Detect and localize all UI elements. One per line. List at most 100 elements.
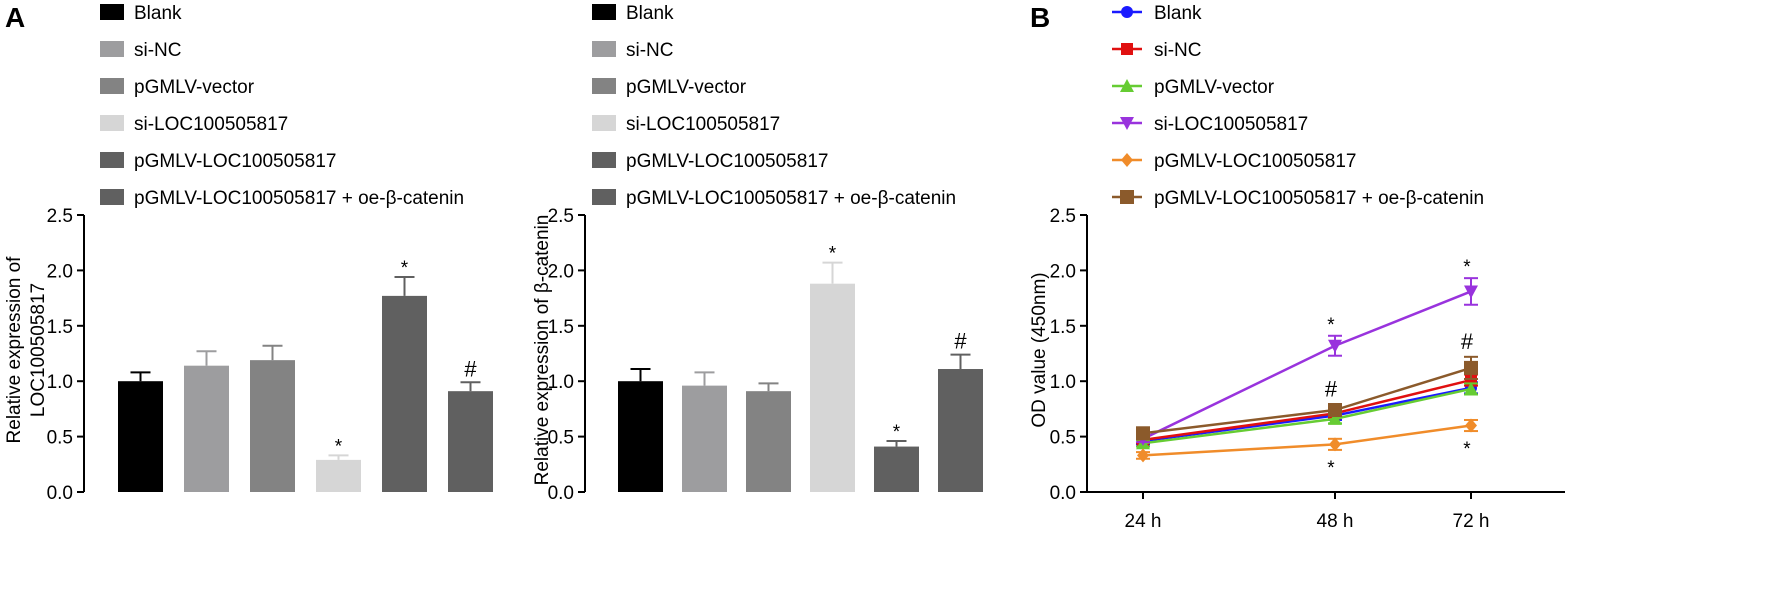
y-tick-label: 2.0 xyxy=(47,261,73,282)
y-tick-label: 0.5 xyxy=(1050,428,1076,449)
y-tick-label: 1.5 xyxy=(47,317,73,338)
y-axis-label: Relative expression of β-catenin xyxy=(532,215,553,486)
legend-label: Blank xyxy=(1154,3,1202,24)
bar xyxy=(682,385,727,492)
y-axis-label: Relative expression of xyxy=(4,256,25,444)
legend-label: si-LOC100505817 xyxy=(134,114,288,135)
y-tick-label: 2.0 xyxy=(1050,261,1076,282)
legend-swatch xyxy=(592,4,616,20)
legend-label: si-NC xyxy=(1154,40,1202,61)
significance-mark: # xyxy=(1325,376,1338,401)
legend-swatch xyxy=(592,115,616,131)
series-4 xyxy=(1136,418,1478,463)
legend-marker xyxy=(1121,153,1133,167)
legend-marker xyxy=(1121,43,1133,55)
significance-mark: * xyxy=(1463,257,1471,278)
legend-label: pGMLV-LOC100505817 xyxy=(1154,151,1356,172)
significance-mark: * xyxy=(893,422,901,443)
bar xyxy=(746,391,791,492)
data-point xyxy=(1464,381,1478,395)
legend-label: Blank xyxy=(134,3,182,24)
legend-label: pGMLV-vector xyxy=(134,77,255,98)
legend-marker xyxy=(1120,79,1134,92)
bar-chart-2: Blank si-NC pGMLV-vector si-LOC100505817 pGM… xyxy=(532,3,983,504)
legend-swatch xyxy=(100,41,124,57)
significance-mark: * xyxy=(1463,439,1471,460)
legend-swatch xyxy=(100,152,124,168)
bar xyxy=(448,391,493,492)
legend-label: pGMLV-LOC100505817 xyxy=(134,151,336,172)
legend-swatch xyxy=(100,189,124,205)
legend-swatch xyxy=(592,78,616,94)
y-tick-label: 2.5 xyxy=(47,206,73,227)
series-3 xyxy=(1136,277,1478,446)
significance-mark: * xyxy=(401,258,409,279)
y-tick-label: 1.0 xyxy=(47,372,73,393)
y-tick-label: 2.0 xyxy=(548,261,574,282)
y-tick-label: 0.5 xyxy=(548,428,574,449)
panel-label-a: A xyxy=(5,2,25,33)
legend-swatch xyxy=(100,115,124,131)
legend-swatch xyxy=(592,41,616,57)
significance-mark: * xyxy=(1327,458,1335,479)
bar xyxy=(382,295,427,492)
legend-label: si-NC xyxy=(626,40,674,61)
legend-label: pGMLV-LOC100505817 + oe-β-catenin xyxy=(626,188,956,209)
legend-swatch xyxy=(100,78,124,94)
data-point xyxy=(1465,418,1477,433)
legend-label: pGMLV-LOC100505817 xyxy=(626,151,828,172)
legend-label: pGMLV-LOC100505817 + oe-β-catenin xyxy=(1154,188,1484,209)
y-tick-label: 0.0 xyxy=(1050,483,1076,504)
legend-label: si-NC xyxy=(134,40,182,61)
bar xyxy=(938,369,983,492)
series-5 xyxy=(1136,355,1478,441)
legend-marker xyxy=(1120,117,1134,130)
bar xyxy=(316,459,361,492)
significance-mark: # xyxy=(954,329,967,354)
legend-label: pGMLV-vector xyxy=(626,77,747,98)
bar xyxy=(118,381,163,492)
data-point xyxy=(1464,285,1478,299)
bar-chart-1: Blank si-NC pGMLV-vector si-LOC100505817 pGM… xyxy=(4,3,493,504)
bar xyxy=(874,446,919,492)
significance-mark: * xyxy=(1327,315,1335,336)
legend-marker xyxy=(1120,190,1134,204)
x-tick-label: 24 h xyxy=(1125,511,1162,532)
y-axis-label: OD value (450nm) xyxy=(1029,272,1050,427)
data-point xyxy=(1136,426,1150,441)
y-tick-label: 1.0 xyxy=(548,372,574,393)
significance-mark: # xyxy=(1461,329,1474,354)
legend-swatch xyxy=(592,189,616,205)
bar xyxy=(810,283,855,492)
y-tick-label: 1.5 xyxy=(548,317,574,338)
y-tick-label: 2.5 xyxy=(548,206,574,227)
y-tick-label: 1.0 xyxy=(1050,372,1076,393)
legend-label: Blank xyxy=(626,3,674,24)
y-tick-label: 0.0 xyxy=(548,483,574,504)
x-tick-label: 72 h xyxy=(1453,511,1490,532)
data-point xyxy=(1328,403,1342,418)
legend-label: pGMLV-LOC100505817 + oe-β-catenin xyxy=(134,188,464,209)
x-tick-label: 48 h xyxy=(1317,511,1354,532)
y-tick-label: 0.0 xyxy=(47,483,73,504)
y-axis-label: LOC100505817 xyxy=(28,283,49,417)
legend-marker xyxy=(1121,6,1133,18)
line-chart: Blank si-NC pGMLV-vector si-LOC100505817 pGM… xyxy=(1029,3,1565,532)
significance-mark: # xyxy=(464,356,477,381)
legend-label: si-LOC100505817 xyxy=(1154,114,1308,135)
data-point xyxy=(1137,448,1149,463)
bar xyxy=(250,360,295,492)
bar xyxy=(618,381,663,492)
y-tick-label: 1.5 xyxy=(1050,317,1076,338)
significance-mark: * xyxy=(335,436,343,457)
legend-label: pGMLV-vector xyxy=(1154,77,1275,98)
y-tick-label: 0.5 xyxy=(47,428,73,449)
bar xyxy=(184,365,229,492)
data-point xyxy=(1328,411,1342,425)
panel-label-b: B xyxy=(1030,2,1050,33)
y-tick-label: 2.5 xyxy=(1050,206,1076,227)
data-point xyxy=(1328,339,1342,353)
data-point xyxy=(1464,360,1478,375)
legend-swatch xyxy=(100,4,124,20)
